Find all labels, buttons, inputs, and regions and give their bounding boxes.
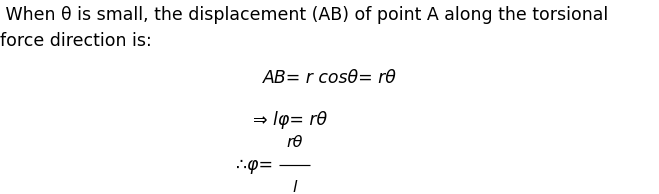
Text: rθ: rθ [287, 135, 302, 150]
Text: When θ is small, the displacement (AB) of point A along the torsional
force dire: When θ is small, the displacement (AB) o… [0, 6, 608, 49]
Text: AB= r cosθ= rθ: AB= r cosθ= rθ [262, 69, 397, 87]
Text: l: l [293, 180, 297, 194]
Text: ⇒ lφ= rθ: ⇒ lφ= rθ [253, 111, 327, 129]
Text: ∴φ=: ∴φ= [237, 156, 273, 174]
